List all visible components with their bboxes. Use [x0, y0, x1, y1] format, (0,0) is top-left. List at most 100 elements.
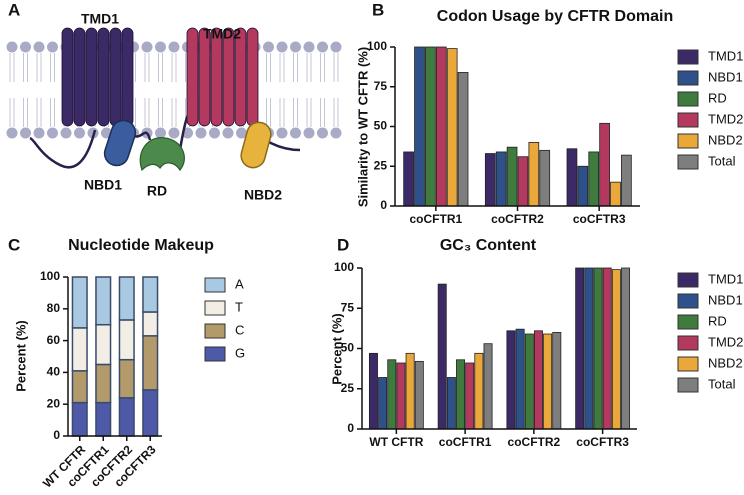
lipid-head	[141, 41, 153, 53]
legend-label: Total	[708, 376, 736, 391]
y-tick-label: 0	[53, 428, 60, 442]
bar	[414, 360, 424, 430]
legend-swatch	[204, 346, 226, 362]
bar	[528, 141, 540, 207]
y-axis-label: Similarity to WT CFTR (%)	[355, 47, 370, 207]
bar	[465, 362, 475, 430]
bar-segment	[95, 276, 112, 326]
legend-swatch	[677, 49, 699, 65]
bar	[524, 333, 534, 430]
helix	[210, 27, 223, 127]
lipid-head	[290, 127, 301, 139]
legend-label: NBD2	[708, 355, 743, 370]
panel-label: C	[8, 235, 20, 254]
legend-swatch	[677, 91, 699, 107]
bar-segment	[142, 276, 159, 313]
x-tick-label: coCFTR1	[439, 435, 492, 449]
bar-segment	[95, 401, 112, 437]
bar	[506, 146, 518, 207]
linker	[29, 129, 97, 169]
bar	[602, 267, 612, 430]
legend-swatch	[204, 277, 226, 293]
legend-label: C	[235, 322, 244, 337]
bar-segment	[71, 401, 88, 437]
helix	[234, 27, 247, 127]
bar	[621, 154, 632, 207]
bar	[506, 330, 516, 430]
helix	[73, 27, 86, 127]
bar	[543, 333, 553, 430]
helix	[198, 27, 211, 127]
legend-swatch	[677, 356, 699, 372]
y-tick-label: 75	[341, 300, 355, 314]
nbd1-domain	[103, 119, 137, 167]
bar	[437, 283, 447, 430]
lipid-head	[6, 41, 18, 53]
legend-label: T	[235, 299, 243, 314]
legend-label: NBD2	[708, 132, 743, 147]
lipid-head	[209, 127, 220, 139]
x-tick-label: WT CFTR	[369, 435, 423, 449]
bar-segment	[118, 276, 135, 321]
bar	[396, 362, 406, 430]
y-tick-label: 25	[374, 158, 388, 172]
nbd2-domain	[240, 121, 272, 169]
domain-label: RD	[147, 183, 167, 199]
panel-label: A	[8, 0, 20, 19]
x-tick-label: coCFTR1	[409, 212, 462, 226]
bar	[435, 46, 447, 207]
lipid-head	[236, 127, 247, 139]
bar	[446, 377, 456, 430]
bar	[405, 352, 415, 430]
legend-swatch	[204, 300, 226, 316]
chart-title: Nucleotide Makeup	[68, 237, 214, 254]
bar-segment	[118, 319, 135, 361]
bar	[378, 377, 388, 430]
bar	[495, 151, 507, 207]
domain-label: TMD1	[81, 11, 119, 27]
y-tick-label: 0	[380, 198, 387, 212]
lipid-head	[33, 127, 45, 139]
bar-segment	[71, 276, 88, 329]
bar	[387, 359, 397, 430]
lipid-head	[195, 127, 207, 139]
legend-swatch	[677, 70, 699, 86]
bar	[566, 148, 578, 207]
legend-label: A	[235, 276, 244, 291]
lipid-head	[168, 41, 180, 53]
cftr-diagram	[6, 27, 342, 172]
bar-segment	[95, 363, 112, 404]
legend-label: RD	[708, 313, 727, 328]
panel-label: D	[337, 235, 349, 254]
legend-label: NBD1	[708, 69, 743, 84]
panel-label: B	[372, 0, 384, 19]
y-tick-label: 80	[47, 301, 61, 315]
legend-swatch	[677, 154, 699, 170]
helix	[222, 27, 235, 127]
bar	[593, 267, 603, 430]
lipid-head	[155, 41, 166, 53]
lipid-head	[47, 127, 58, 139]
lipid-head	[47, 41, 58, 53]
bar	[474, 352, 484, 430]
lipid-head	[222, 127, 234, 139]
legend-label: TMD2	[708, 334, 743, 349]
bar-segment	[142, 389, 159, 437]
lipid-head	[263, 41, 274, 53]
lipid-head	[168, 127, 180, 139]
legend-label: TMD2	[708, 111, 743, 126]
lipid-head	[6, 127, 18, 139]
x-tick-label: coCFTR2	[508, 435, 561, 449]
bar	[533, 330, 543, 430]
bar-segment	[95, 323, 112, 366]
lipid-head	[20, 41, 31, 53]
y-tick-label: 100	[40, 269, 60, 283]
legend-swatch	[677, 272, 699, 288]
y-tick-label: 50	[374, 119, 388, 133]
y-tick-label: 0	[347, 421, 354, 435]
y-axis-label: Percent (%)	[13, 320, 28, 392]
lipid-head	[330, 41, 342, 53]
helix	[109, 27, 122, 127]
lipid-head	[20, 127, 31, 139]
rd-domain	[139, 137, 185, 172]
